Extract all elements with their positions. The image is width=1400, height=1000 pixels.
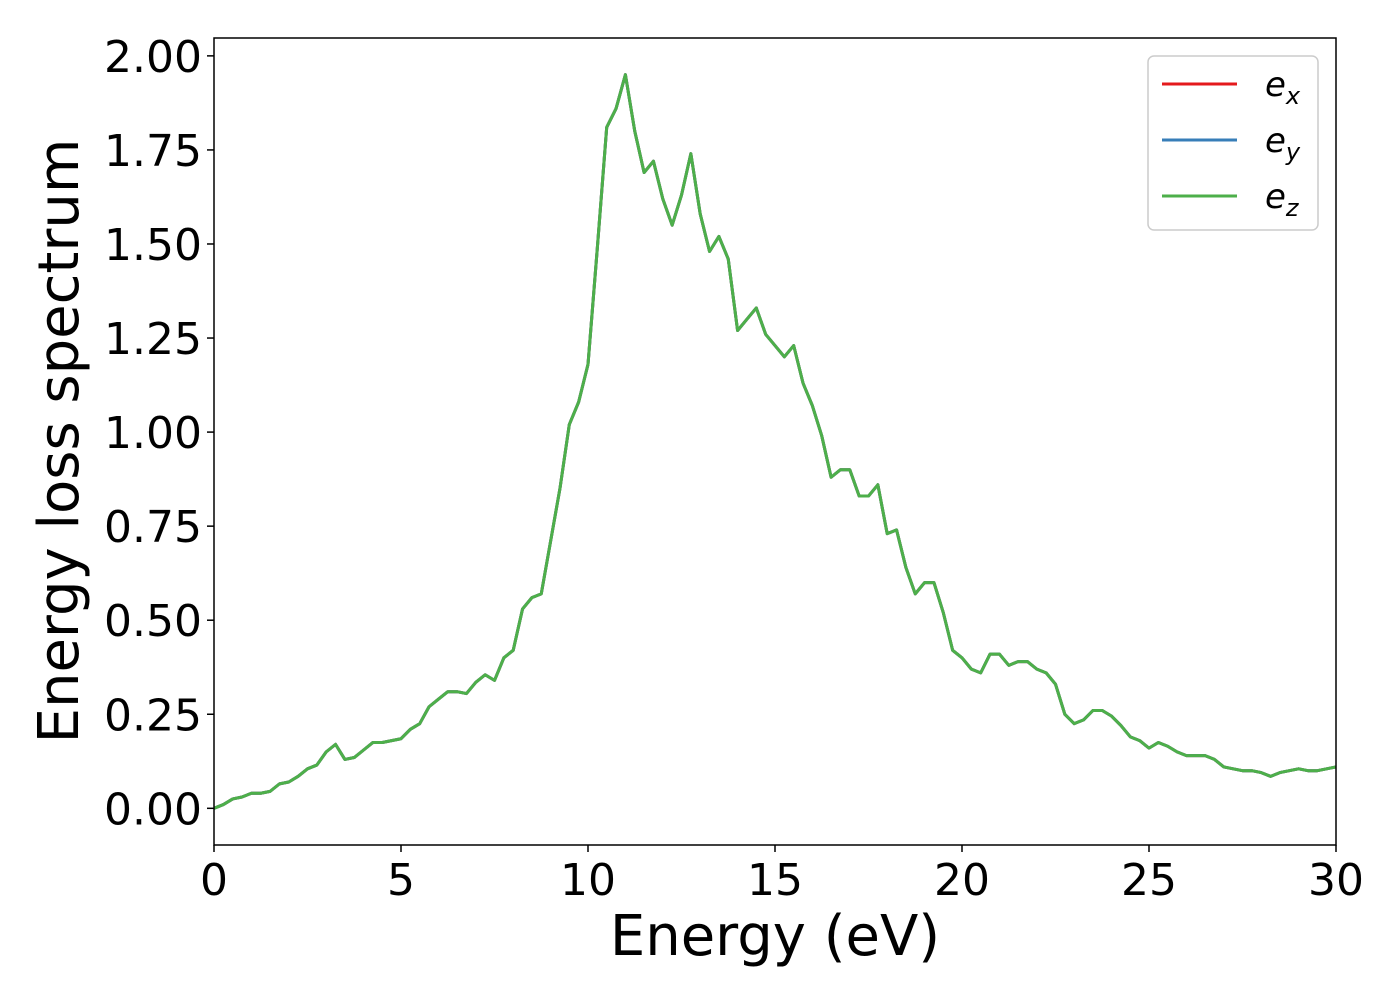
legend-label: ez bbox=[1265, 177, 1300, 222]
x-tick-label: 10 bbox=[560, 855, 616, 906]
y-tick-label: 0.00 bbox=[104, 784, 202, 835]
y-tick-label: 1.50 bbox=[104, 220, 202, 271]
y-tick-label: 0.50 bbox=[104, 596, 202, 647]
y-tick-label: 1.75 bbox=[104, 126, 202, 177]
x-tick-label: 15 bbox=[747, 855, 803, 906]
x-tick-label: 25 bbox=[1121, 855, 1177, 906]
legend: ex ey ez bbox=[1147, 55, 1319, 231]
x-axis-label: Energy (eV) bbox=[610, 904, 940, 969]
x-tick-label: 0 bbox=[200, 855, 228, 906]
y-tick-label: 1.00 bbox=[104, 408, 202, 459]
x-tick-label: 5 bbox=[387, 855, 415, 906]
y-tick-label: 0.25 bbox=[104, 690, 202, 741]
legend-box bbox=[1147, 55, 1319, 231]
data-line bbox=[213, 73, 1337, 810]
y-tick-label: 0.75 bbox=[104, 502, 202, 553]
x-tick-label: 30 bbox=[1308, 855, 1364, 906]
plot-frame bbox=[213, 37, 1337, 846]
y-tick-label: 2.00 bbox=[104, 32, 202, 83]
x-tick-label: 20 bbox=[934, 855, 990, 906]
legend-label: ey bbox=[1265, 121, 1301, 166]
y-axis-label: Energy loss spectrum bbox=[27, 139, 92, 744]
y-tick-label: 1.25 bbox=[104, 314, 202, 365]
legend-label: ex bbox=[1265, 65, 1301, 110]
